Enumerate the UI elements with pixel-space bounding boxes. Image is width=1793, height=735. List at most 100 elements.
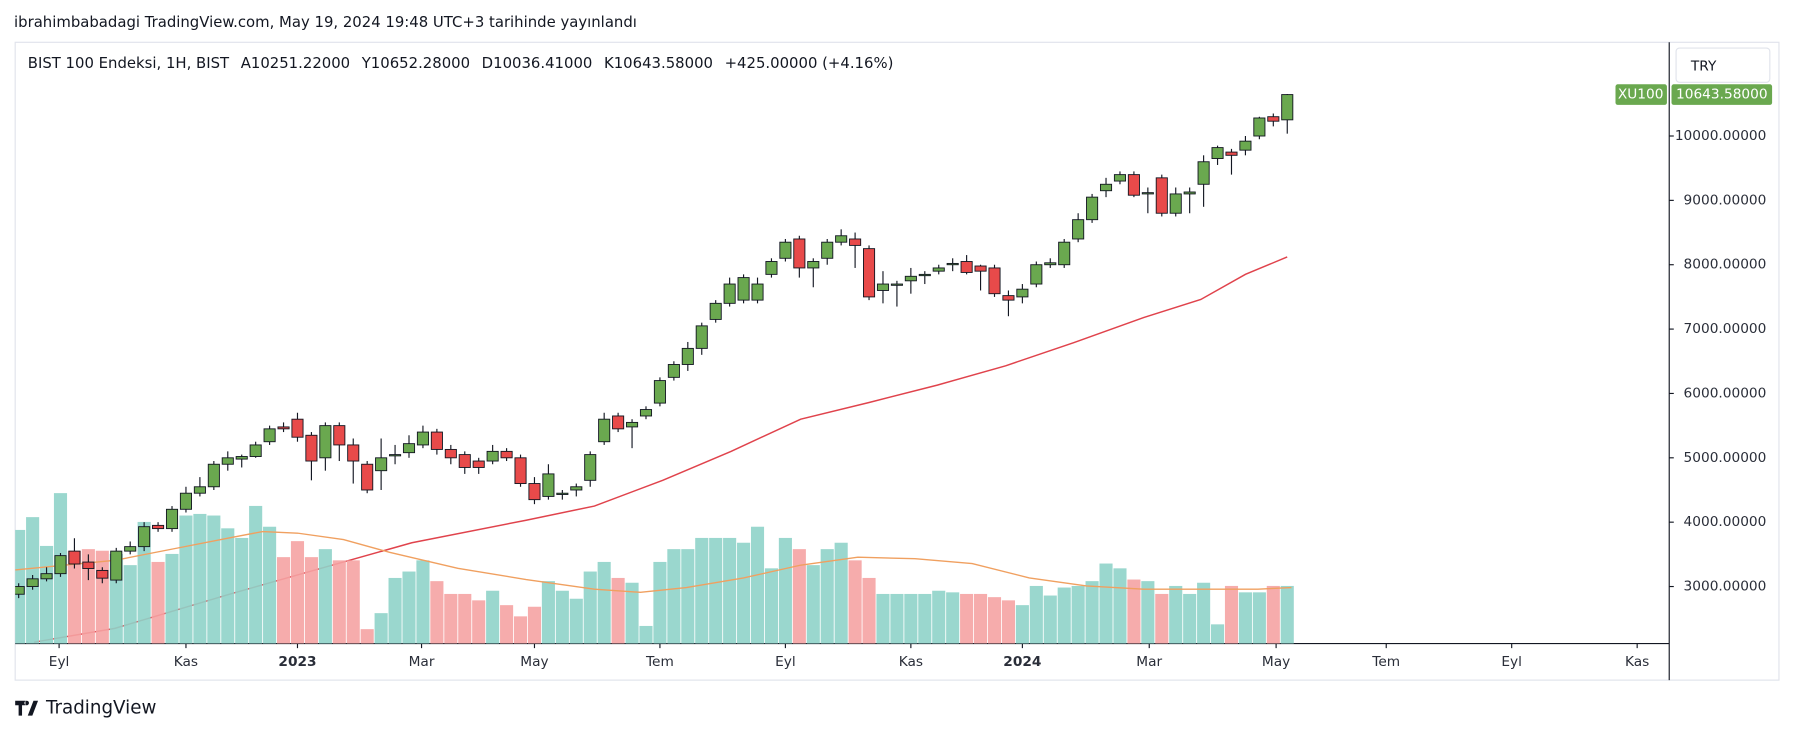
volume-bar	[444, 593, 458, 644]
candle-body	[612, 415, 625, 430]
candle-body	[193, 486, 206, 494]
volume-bar	[1224, 585, 1239, 644]
volume-bar	[1113, 568, 1127, 644]
volume-bar	[569, 598, 583, 644]
volume-bar	[235, 537, 249, 644]
candle-body	[1183, 191, 1196, 195]
volume-bar	[918, 593, 932, 644]
candle-body	[807, 261, 820, 269]
volume-bar	[541, 581, 555, 644]
candle-body	[723, 283, 736, 304]
legend-header: BIST 100 Endeksi, 1H, BIST A10251.22000 …	[28, 54, 894, 72]
candle-body	[472, 460, 485, 468]
candle-body	[291, 418, 304, 438]
candle-body	[15, 586, 25, 595]
volume-bar	[67, 550, 81, 644]
candle-body	[946, 262, 959, 266]
symbol-badge	[1615, 84, 1667, 105]
ohlc-open: A10251.22000	[241, 54, 350, 72]
volume-bar	[137, 521, 151, 644]
x-tick-label: Tem	[1371, 654, 1400, 670]
volume-bar	[890, 593, 904, 644]
volume-bar	[165, 553, 179, 644]
volume-bar	[681, 549, 695, 644]
volume-bar	[653, 561, 667, 644]
candle-body	[779, 241, 792, 259]
candle-body	[138, 526, 151, 548]
x-tick-label: Kas	[174, 654, 198, 670]
candle-body	[932, 267, 945, 272]
candle-body	[1169, 193, 1182, 214]
volume-bar	[1057, 587, 1071, 644]
volume-bar	[1015, 605, 1029, 644]
volume-bar	[583, 571, 597, 644]
candle-body	[96, 569, 109, 579]
candle-body	[263, 428, 276, 443]
volume-bar	[639, 625, 653, 644]
currency-button[interactable]	[1675, 47, 1771, 83]
candle-body	[207, 463, 220, 488]
candle-body	[444, 448, 457, 459]
candle-body	[570, 486, 583, 491]
currency[interactable]: TRY	[1690, 58, 1717, 74]
candle-body	[751, 283, 764, 301]
candle-body	[486, 450, 499, 462]
x-tick-label: Eyl	[775, 654, 796, 670]
y-tick-label: 6000.00000	[1684, 385, 1767, 401]
volume-bar	[1085, 581, 1099, 644]
symbol-badge-label: XU100	[1618, 87, 1664, 103]
x-tick-label: May	[1262, 654, 1290, 670]
x-tick-label: Eyl	[1501, 654, 1522, 670]
candle-body	[1155, 177, 1168, 214]
candle-body	[1072, 219, 1085, 240]
volume-bar	[974, 593, 988, 644]
x-tick-label: Kas	[1625, 654, 1649, 670]
volume-bar	[904, 593, 918, 644]
candle-body	[458, 454, 471, 468]
volume-bar	[249, 505, 263, 644]
candle-body	[110, 550, 123, 581]
candle-body	[626, 421, 639, 428]
volume-bar	[667, 549, 681, 644]
candle-body	[1016, 288, 1029, 298]
candle-body	[361, 463, 374, 491]
volume-bar	[95, 550, 109, 644]
volume-bar	[513, 616, 528, 644]
volume-bar	[695, 537, 709, 644]
volume-bar	[932, 590, 946, 644]
volume-bar	[611, 577, 625, 644]
axes: 3000.00000 4000.00000 5000.00000 6000.00000…	[49, 84, 1773, 670]
candle-body	[82, 561, 95, 569]
volume-bar	[430, 581, 444, 644]
candle-body	[1099, 183, 1113, 192]
volume-bar	[876, 593, 890, 644]
y-tick-label: 5000.00000	[1684, 450, 1767, 466]
volume-bar	[416, 560, 430, 644]
volume-bar	[792, 549, 806, 644]
candle-body	[235, 456, 248, 460]
volume-bar	[304, 557, 318, 644]
candle-body	[26, 578, 39, 587]
volume-bar	[1029, 585, 1043, 644]
candle-body	[514, 457, 527, 485]
candle-body	[667, 364, 680, 378]
candle-body	[709, 302, 722, 320]
candle-body	[876, 283, 890, 291]
candle-body	[1030, 264, 1043, 285]
volume-bar	[472, 600, 486, 644]
candle-body	[430, 431, 443, 450]
candle-body	[821, 241, 834, 259]
candle-body	[1253, 117, 1266, 137]
candle-body	[918, 273, 931, 277]
volume-bar	[625, 582, 639, 644]
volume-bar	[1183, 593, 1197, 644]
symbol-title: BIST 100 Endeksi, 1H, BIST	[28, 54, 230, 72]
candle-body	[681, 347, 694, 365]
volume-bar	[960, 593, 974, 644]
candle-body	[1002, 295, 1015, 301]
volume-bar	[1266, 585, 1280, 644]
y-tick-label: 10000.00000	[1675, 128, 1767, 144]
volume-bar	[402, 571, 416, 644]
